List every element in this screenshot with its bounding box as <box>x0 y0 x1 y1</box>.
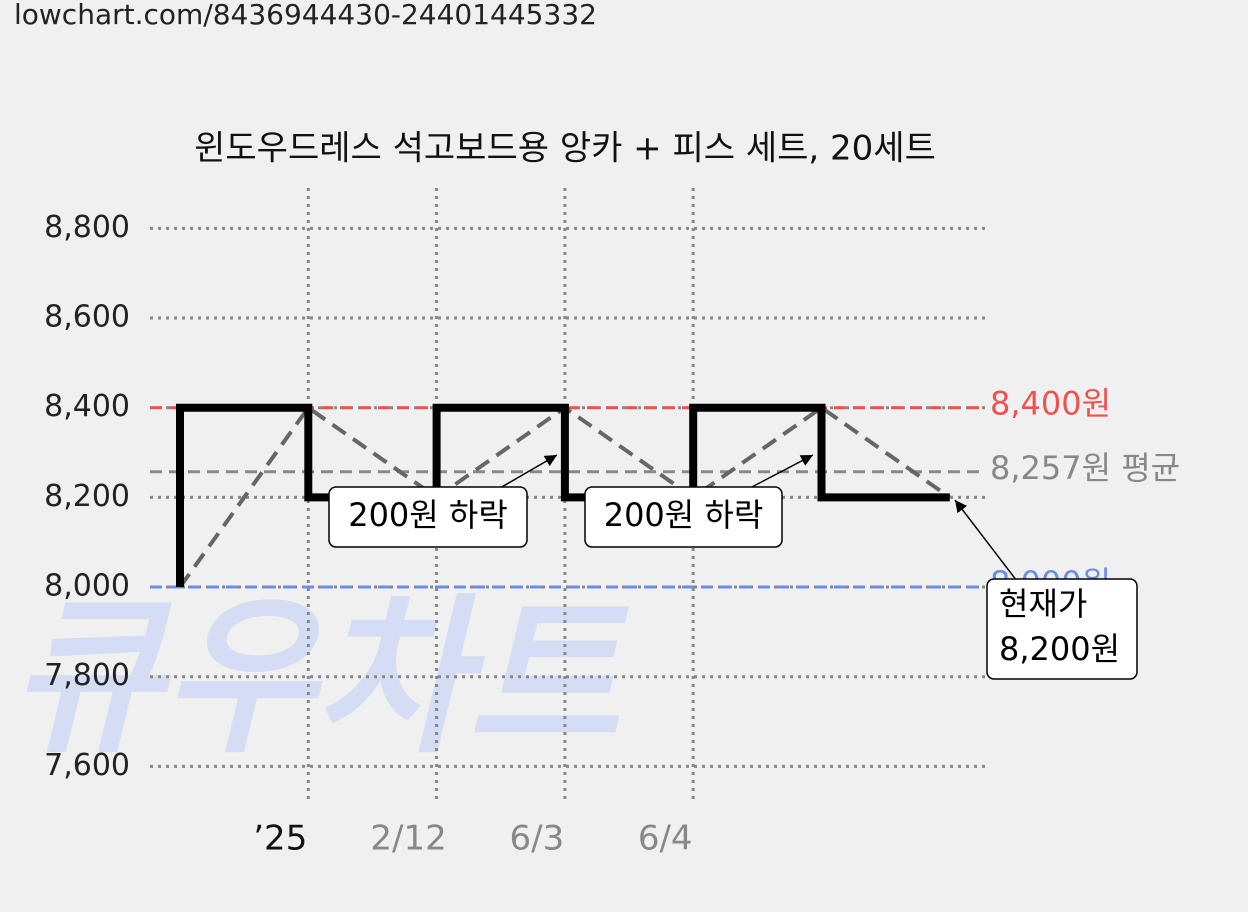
annotation-text: 8,200원 <box>999 630 1120 668</box>
annotation-arrow <box>749 454 814 489</box>
y-tick-label: 8,400 <box>44 389 130 424</box>
x-tick-label: 2/12 <box>370 819 446 859</box>
y-tick-label: 8,800 <box>44 210 130 245</box>
y-tick-label: 8,600 <box>44 300 130 335</box>
annotation-box <box>328 486 528 548</box>
annotation-text: 현재가 <box>999 585 1087 623</box>
price-step-line <box>176 403 950 588</box>
reference-label: 8,400원 <box>990 385 1111 423</box>
annotation-box <box>986 578 1138 680</box>
annotation-arrow <box>499 454 558 489</box>
y-tick-label: 7,800 <box>44 658 130 693</box>
annotation-box <box>584 486 783 548</box>
x-tick-label: 6/4 <box>638 819 693 859</box>
annotation-text: 200원 하락 <box>604 496 764 534</box>
x-tick-label: ’25 <box>253 819 307 859</box>
y-tick-label: 8,000 <box>44 569 130 604</box>
annotation-arrow <box>954 499 1021 586</box>
url: lowchart.com/8436944430-24401445332 <box>14 0 597 31</box>
x-tick-label: 6/3 <box>510 819 565 859</box>
y-tick-label: 7,600 <box>44 748 130 783</box>
watermark: 큐우차트 <box>10 579 629 777</box>
y-tick-label: 8,200 <box>44 479 130 514</box>
reference-label: 8,257원 평균 <box>990 449 1180 487</box>
chart-title: 윈도우드레스 석고보드용 앙카 + 피스 세트, 20세트 <box>194 129 936 169</box>
annotation-text: 200원 하락 <box>348 496 508 534</box>
